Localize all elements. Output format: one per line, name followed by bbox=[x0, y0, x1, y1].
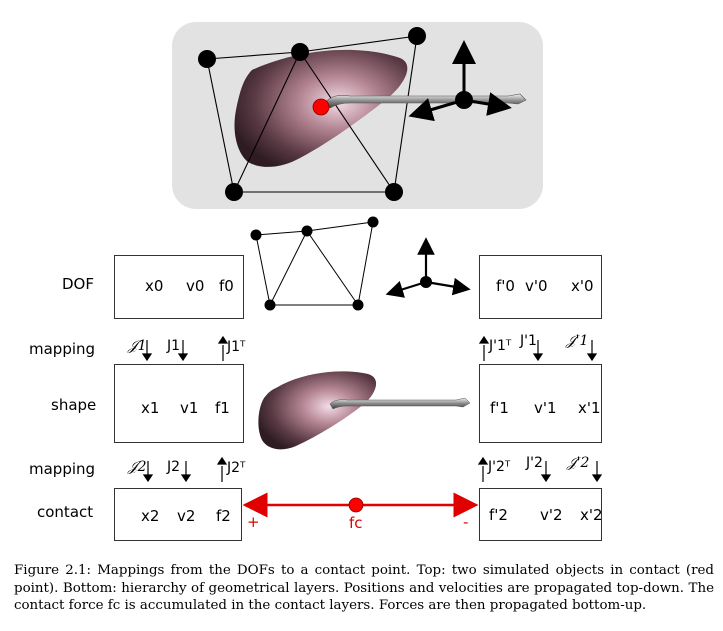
right-contact-x: x'2 bbox=[580, 506, 603, 524]
row-label-contact: contact bbox=[37, 503, 94, 521]
right-map1-nonlinear: 𝒥'1 bbox=[566, 333, 589, 349]
left-shape-x: x1 bbox=[141, 399, 160, 417]
left-dof-v: v0 bbox=[186, 277, 205, 295]
right-dof-x: x'0 bbox=[571, 277, 594, 295]
shape-liver bbox=[258, 371, 377, 450]
right-dof-box: f'0 v'0 x'0 bbox=[479, 255, 602, 319]
left-dof-box: x0 v0 f0 bbox=[114, 255, 244, 319]
right-contact-f: f'2 bbox=[489, 506, 508, 524]
contact-force-label: fc bbox=[349, 514, 363, 532]
right-map2-jacobian: J'2 bbox=[526, 455, 543, 471]
right-dof-f: f'0 bbox=[496, 277, 515, 295]
figure-illustration bbox=[141, 22, 603, 518]
right-map2-nonlinear: 𝒥'2 bbox=[567, 455, 590, 471]
left-map1-nonlinear: 𝒥1 bbox=[128, 338, 147, 354]
left-map1-transpose: J1ᵀ bbox=[227, 339, 246, 355]
right-shape-x: x'1 bbox=[578, 399, 601, 417]
left-map2-jacobian: J2 bbox=[167, 459, 181, 475]
top-scene bbox=[172, 22, 543, 209]
right-contact-v: v'2 bbox=[540, 506, 563, 524]
left-contact-box: x2 v2 f2 bbox=[114, 488, 242, 541]
dof-mesh bbox=[255, 221, 374, 306]
cage-nodes bbox=[198, 27, 426, 201]
row-label-dof: DOF bbox=[62, 275, 94, 293]
contact-force-minus: - bbox=[463, 513, 469, 531]
tool-frame-origin bbox=[455, 91, 473, 109]
contact-force-arrow bbox=[242, 492, 479, 518]
left-contact-x: x2 bbox=[141, 507, 160, 525]
row-label-mapping-1: mapping bbox=[29, 340, 96, 358]
figure-caption: Figure 2.1: Mappings from the DOFs to a … bbox=[14, 562, 714, 615]
row-label-shape: shape bbox=[51, 396, 97, 414]
left-map1-jacobian: J1 bbox=[167, 338, 181, 354]
left-dof-x: x0 bbox=[145, 277, 164, 295]
left-shape-box: x1 v1 f1 bbox=[114, 364, 244, 443]
right-map2-transpose: J'2ᵀ bbox=[488, 459, 511, 475]
right-dof-v: v'0 bbox=[525, 277, 548, 295]
caption-text: Mappings from the DOFs to a contact poin… bbox=[14, 563, 714, 613]
left-map2-transpose: J2ᵀ bbox=[227, 460, 246, 476]
right-shape-v: v'1 bbox=[534, 399, 557, 417]
caption-label: Figure 2.1: bbox=[14, 563, 92, 578]
row-label-mapping-2: mapping bbox=[29, 460, 96, 478]
left-contact-f: f2 bbox=[216, 507, 231, 525]
left-shape-f: f1 bbox=[215, 399, 230, 417]
left-map2-nonlinear: 𝒥2 bbox=[128, 459, 147, 475]
right-shape-f: f'1 bbox=[490, 399, 509, 417]
left-dof-f: f0 bbox=[219, 277, 234, 295]
left-shape-v: v1 bbox=[180, 399, 199, 417]
right-shape-box: f'1 v'1 x'1 bbox=[479, 364, 602, 443]
shape-tool bbox=[329, 397, 471, 410]
contact-force-plus: + bbox=[247, 513, 260, 531]
left-contact-v: v2 bbox=[177, 507, 196, 525]
contact-point bbox=[312, 98, 330, 116]
right-map1-transpose: J'1ᵀ bbox=[489, 338, 512, 354]
right-map1-jacobian: J'1 bbox=[520, 333, 537, 349]
right-contact-box: f'2 v'2 x'2 bbox=[479, 488, 603, 541]
